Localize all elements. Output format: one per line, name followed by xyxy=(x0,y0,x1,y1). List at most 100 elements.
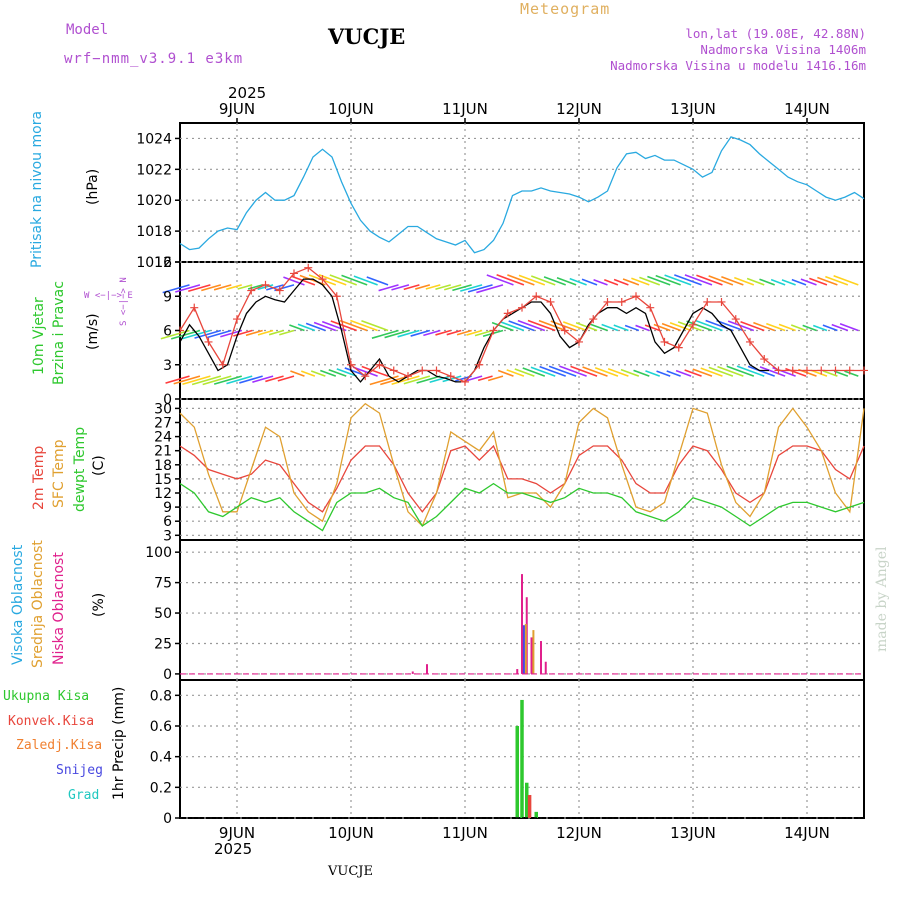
wind-arrow xyxy=(613,278,629,286)
y-tick-label: 0.6 xyxy=(150,719,172,735)
wind-arrow xyxy=(310,370,326,377)
model-elevation-label: Nadmorska Visina u modelu 1416.16m xyxy=(610,58,866,73)
wind-arrow xyxy=(165,375,190,384)
wind-arrow xyxy=(423,329,441,337)
wind-arrow xyxy=(416,375,441,384)
y-tick-label: 50 xyxy=(154,606,172,622)
wind-arrow xyxy=(466,329,483,336)
bar xyxy=(516,669,519,674)
wind-arrow xyxy=(476,284,504,294)
gust-marker xyxy=(774,366,783,375)
wind-arrow xyxy=(477,375,493,382)
wind-arrow xyxy=(692,368,713,377)
wind-arrow xyxy=(802,324,817,332)
wind-arrow xyxy=(759,278,775,286)
y-tick-label: 12 xyxy=(154,255,172,271)
wind-arrow xyxy=(613,324,629,332)
wind-arrow xyxy=(496,274,525,286)
wind-arrow xyxy=(318,274,347,286)
wind-arrow xyxy=(696,274,723,286)
wind-arrow xyxy=(456,329,472,336)
wind-arrow xyxy=(182,329,211,340)
wind-arrow xyxy=(160,329,190,340)
gust-marker xyxy=(304,263,313,272)
wind-arrow xyxy=(460,284,483,292)
wind-arrow xyxy=(677,321,702,332)
wind-ylabel: 10m Vjetar xyxy=(31,297,47,375)
y-tick-label: 1020 xyxy=(136,193,172,209)
wind-arrow xyxy=(620,368,640,377)
wind-arrow xyxy=(213,375,242,385)
wind-arrow xyxy=(466,375,483,382)
wind-direction-legend-v: S <−|−> N xyxy=(119,277,129,326)
wind-arrow xyxy=(279,329,295,336)
y-tick-label: 100 xyxy=(145,545,172,561)
wind-arrow xyxy=(361,365,389,377)
wind-arrow xyxy=(530,366,556,377)
wind-arrow xyxy=(474,329,493,337)
bar xyxy=(540,641,542,674)
gust-marker xyxy=(546,297,555,306)
y-tick-label: 27 xyxy=(154,416,172,432)
footer-station: VUCJE xyxy=(327,864,373,879)
wind-arrow xyxy=(747,365,775,377)
wind-arrow xyxy=(717,365,744,377)
wind-arrow xyxy=(831,323,849,332)
wind-arrow xyxy=(162,284,190,294)
wind-arrow xyxy=(645,370,661,377)
wind-arrow xyxy=(604,279,619,286)
wind-arrow xyxy=(442,375,462,383)
wind-arrow xyxy=(361,319,389,332)
wind-arrow xyxy=(810,369,828,377)
wind-arrow xyxy=(329,274,357,286)
gust-marker xyxy=(247,286,256,295)
y-tick-label: 1018 xyxy=(136,224,172,240)
wind-arrow xyxy=(666,370,681,377)
gust-marker xyxy=(674,343,683,352)
wind-arrow xyxy=(268,329,284,336)
wind-arrow xyxy=(486,274,514,286)
wind-arrow xyxy=(371,329,399,339)
wind-arrow xyxy=(239,375,263,384)
gust-marker xyxy=(603,297,612,306)
bar xyxy=(521,574,523,674)
day-label-top: 11JUN xyxy=(442,100,488,118)
wind-arrow xyxy=(467,284,493,293)
gust-marker xyxy=(532,292,541,301)
wind-arrow xyxy=(435,329,451,336)
wind-arrow xyxy=(435,284,451,291)
gust-marker xyxy=(347,360,355,369)
wind-arrow xyxy=(633,369,650,377)
legend-convective-rain: Konvek.Kisa xyxy=(8,714,94,729)
wind-arrow xyxy=(446,329,462,336)
bar xyxy=(530,637,533,674)
wind-arrow xyxy=(684,274,713,286)
wind-arrow xyxy=(226,375,253,385)
day-label-bottom: 10JUN xyxy=(328,824,374,842)
wind-arrow xyxy=(527,319,556,332)
wind-arrow xyxy=(582,366,608,377)
wind-arrow xyxy=(740,321,765,332)
wind-arrow xyxy=(661,322,681,332)
wind-arrow xyxy=(514,368,535,377)
wind-arrow xyxy=(562,321,587,332)
wind-arrow xyxy=(257,329,274,336)
model-label: Model xyxy=(66,22,108,38)
wind-arrow xyxy=(444,284,462,291)
wind-arrow xyxy=(522,367,546,377)
gust-marker xyxy=(418,366,427,375)
wind-arrow xyxy=(631,277,650,286)
wind-arrow xyxy=(297,323,316,332)
cloud-low-ylabel: Niska Oblacnost xyxy=(51,552,67,665)
gust-marker xyxy=(332,292,341,301)
bar xyxy=(522,625,525,674)
wind-arrow xyxy=(594,367,619,377)
bar xyxy=(411,671,414,674)
y-tick-label: 75 xyxy=(154,576,172,592)
station-title: VUCJE xyxy=(327,24,405,49)
pressure-unit: (hPa) xyxy=(85,169,101,205)
gust-marker xyxy=(632,292,640,301)
day-labels: 9JUN 9JUN 10JUN 10JUN 11JUN 11JUN 12JUN 12JUN 13… xyxy=(219,100,830,842)
wind-arrow xyxy=(575,322,598,332)
